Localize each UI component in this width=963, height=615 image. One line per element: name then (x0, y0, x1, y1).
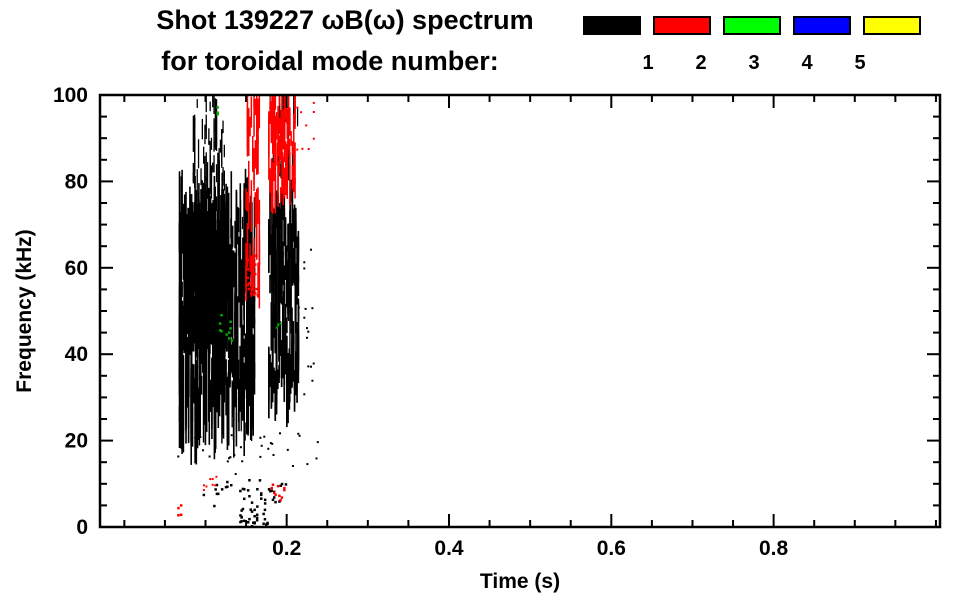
y-tick-label: 80 (65, 170, 88, 193)
legend-label-mode-1: 1 (642, 52, 654, 74)
legend-label-mode-2: 2 (695, 52, 707, 74)
tick-labels: 0.2 0.4 0.6 0.8 0 20 40 60 80 100 (53, 84, 789, 560)
x-tick-label: 0.6 (597, 537, 626, 560)
y-tick-label: 60 (65, 257, 88, 280)
y-tick-label: 40 (65, 343, 88, 366)
x-tick-label: 0.8 (759, 537, 789, 560)
legend (583, 16, 921, 35)
legend-labels: 1 2 3 4 5 (642, 52, 866, 75)
x-tick-label: 0.2 (272, 537, 301, 560)
legend-swatch-mode-2 (653, 16, 711, 35)
legend-label-mode-4: 4 (801, 52, 813, 74)
chart-subtitle: for toroidal mode number: (161, 46, 499, 76)
legend-swatch-mode-3 (723, 16, 781, 35)
legend-label-mode-3: 3 (748, 52, 760, 74)
chart-title: Shot 139227 ωB(ω) spectrum (156, 5, 534, 35)
data-points (177, 95, 319, 527)
x-tick-label: 0.4 (434, 537, 464, 560)
legend-swatch-mode-5 (863, 16, 921, 35)
legend-swatch-mode-1 (583, 16, 641, 35)
y-tick-label: 100 (53, 84, 88, 107)
y-tick-label: 0 (76, 516, 88, 539)
axis-ticks (100, 94, 940, 528)
y-tick-label: 20 (65, 430, 88, 453)
x-axis-label: Time (s) (479, 570, 561, 593)
legend-swatch-mode-4 (793, 16, 851, 35)
legend-label-mode-5: 5 (854, 52, 866, 74)
